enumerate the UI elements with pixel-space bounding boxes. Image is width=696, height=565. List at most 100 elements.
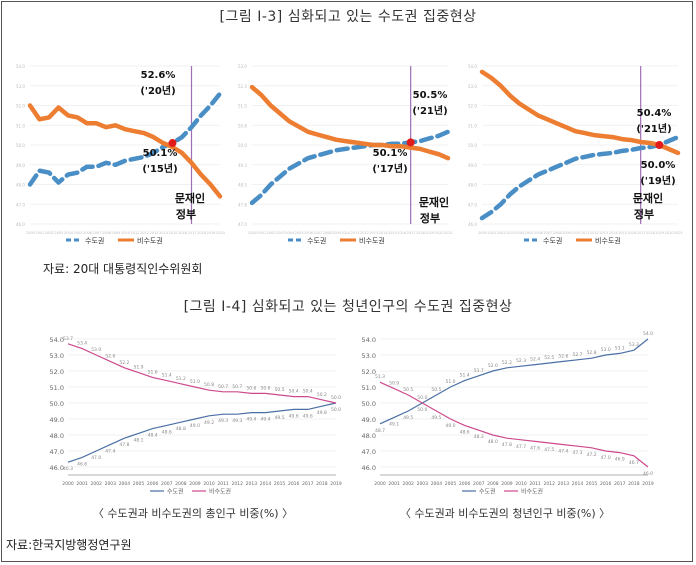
data-label: 48.6 (460, 429, 470, 435)
y-tick-label: 50.0 (468, 143, 477, 148)
y-tick-label: 46.0 (362, 464, 376, 472)
data-label: 50.0 (417, 407, 427, 413)
legend-metro-label: 수도권 (543, 237, 562, 245)
y-tick-label: 47.0 (468, 202, 477, 207)
y-tick-label: 53.0 (238, 64, 247, 69)
x-tick-label: 2018 (416, 231, 425, 235)
data-label: 50.7 (232, 384, 242, 390)
x-tick-label: 2010 (515, 481, 527, 487)
data-label: 51.4 (460, 373, 470, 379)
youth-population-caption: 〈 수도권과 비수도권의 청년인구 비중(%) 〉 (399, 507, 611, 520)
data-label: 49.8 (317, 410, 327, 416)
x-tick-label: 2019 (655, 231, 664, 235)
x-tick-label: 2005 (295, 231, 304, 235)
y-tick-label: 50.0 (16, 143, 25, 148)
x-tick-label: 2012 (140, 231, 149, 235)
data-label: 47.4 (558, 449, 568, 455)
x-tick-label: 2019 (330, 481, 342, 487)
x-tick-label: 2012 (544, 481, 556, 487)
x-tick-label: 2004 (119, 481, 131, 487)
data-label: 47.2 (587, 452, 597, 458)
data-label: 47.7 (516, 444, 526, 450)
tab-population: 인구 (530, 38, 553, 52)
x-tick-label: 2013 (369, 231, 378, 235)
x-tick-label: 2016 (397, 231, 406, 235)
data-label: 48.8 (176, 426, 186, 432)
data-label: 46.3 (63, 466, 73, 472)
tab-employment: 취업자(고용) (295, 38, 360, 52)
tab-grdp: GRDP (95, 38, 132, 52)
x-tick-label: 2017 (407, 231, 416, 235)
metro-series-line (27, 91, 223, 187)
annotation-label: 문재인 (633, 191, 663, 205)
x-tick-label: 2004 (515, 231, 525, 235)
x-tick-label: 2001 (487, 231, 496, 235)
data-label: 52.6 (558, 353, 568, 359)
x-tick-label: 2007 (93, 231, 102, 235)
y-tick-label: 49.0 (362, 416, 376, 424)
data-label: 50.0 (331, 407, 341, 413)
y-tick-label: 51.0 (362, 384, 376, 392)
y-tick-label: 47.8 (238, 202, 247, 207)
data-label: 47.5 (544, 447, 554, 453)
data-label: 48.1 (134, 437, 144, 443)
annotation-label: 50.0% (641, 160, 676, 171)
data-label: 53.1 (615, 345, 625, 351)
data-label: 48.0 (488, 439, 498, 445)
data-label: 48.3 (474, 434, 484, 440)
x-tick-label: 2008 (323, 231, 332, 235)
annotation-label: 50.1% (373, 148, 408, 159)
x-tick-label: 2005 (74, 231, 83, 235)
x-tick-label: 2018 (316, 481, 328, 487)
x-tick-label: 2007 (543, 231, 552, 235)
x-tick-label: 2010 (341, 231, 350, 235)
x-tick-label: 2011 (131, 231, 140, 235)
x-tick-label: 2002 (45, 231, 54, 235)
legend-metro-label: 수도권 (85, 237, 104, 245)
annotation-label: 50.5% (413, 90, 448, 101)
crossover-marker (168, 139, 177, 148)
figure-4-title: [그림 Ⅰ-4] 심화되고 있는 청년인구의 수도권 집중현상 (183, 299, 513, 315)
x-tick-label: 2011 (529, 481, 541, 487)
y-tick-label: 51.5 (238, 104, 247, 109)
x-tick-label: 2003 (506, 231, 515, 235)
x-tick-label: 2002 (497, 231, 506, 235)
data-label: 52.2 (502, 360, 512, 366)
data-label: 51.7 (474, 368, 484, 374)
data-label: 49.0 (190, 423, 200, 429)
annotation-label: ('15년) (142, 162, 177, 175)
y-tick-label: 49.0 (468, 163, 477, 168)
annotation-label: 50.1% (143, 148, 178, 159)
data-label: 49.3 (232, 418, 242, 424)
data-label: 46.6 (77, 461, 87, 467)
data-label: 50.6 (260, 385, 270, 391)
data-label: 47.3 (572, 450, 582, 456)
y-tick-label: 48.0 (50, 432, 64, 440)
x-tick-label: 2005 (525, 231, 534, 235)
x-tick-label: 2008 (102, 231, 111, 235)
data-label: 47.4 (105, 449, 115, 455)
y-tick-label: 46.0 (468, 222, 477, 227)
data-label: 49.4 (246, 417, 256, 423)
data-label: 51.2 (176, 376, 186, 382)
x-tick-label: 2019 (207, 231, 216, 235)
x-tick-label: 2015 (586, 481, 598, 487)
metro-series-line (479, 134, 681, 221)
x-tick-label: 2008 (553, 231, 562, 235)
data-label: 46.7 (629, 460, 639, 466)
nonmetro-series-line (249, 84, 451, 161)
total-population-chart: 46.0 47.0 48.0 49.0 50.0 51.0 52.0 53.0 54.0 2000… (50, 336, 342, 496)
y-tick-label: 47.0 (238, 222, 247, 227)
y-tick-label: 47.0 (50, 448, 64, 456)
x-tick-label: 2011 (581, 231, 590, 235)
data-label: 52.6 (105, 353, 115, 359)
x-tick-label: 2003 (276, 231, 285, 235)
y-tick-label: 51.0 (50, 384, 64, 392)
x-tick-label: 2017 (614, 481, 626, 487)
x-tick-label: 2011 (217, 481, 229, 487)
x-tick-label: 2001 (388, 481, 400, 487)
x-tick-label: 2008 (487, 481, 499, 487)
figure-3-source: 자료: 20대 대통령직인수위원회 (43, 262, 203, 276)
x-tick-label: 2020 (216, 231, 225, 235)
